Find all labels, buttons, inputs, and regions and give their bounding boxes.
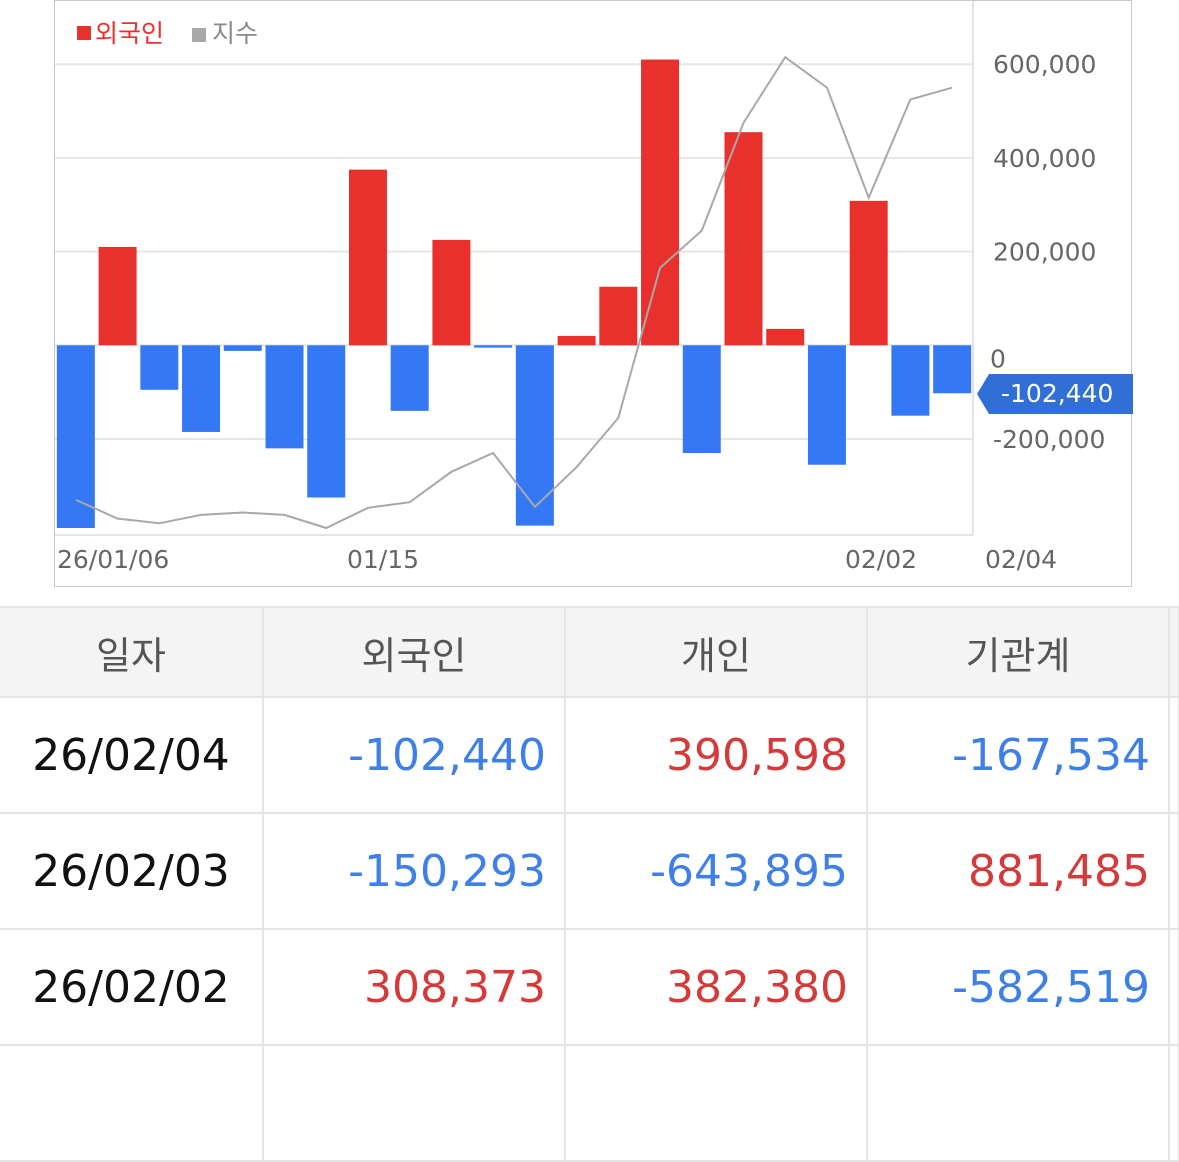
header-date[interactable]: 일자 (0, 606, 264, 698)
foreign-bar (98, 246, 137, 346)
table-row[interactable]: 26/02/03 -150,293 -643,895 881,485 (0, 812, 1179, 930)
table-row-partial (0, 1044, 1179, 1162)
row-date-empty (0, 1044, 264, 1162)
y-tick-label: 600,000 (993, 50, 1096, 79)
row-foreign: 308,373 (262, 928, 566, 1046)
last-value-label: -102,440 (1001, 379, 1113, 408)
foreign-bar (599, 286, 638, 346)
row-individual: 390,598 (564, 696, 868, 814)
chart-canvas: 600,000 400,000 200,000 0 -200,000 26/01/06 0… (55, 1, 1133, 574)
last-value-marker: -102,440 (977, 374, 1133, 414)
table-row[interactable]: 26/02/02 308,373 382,380 -582,519 (0, 928, 1179, 1046)
row-date: 26/02/04 (0, 696, 264, 814)
row-individual: -643,895 (564, 812, 868, 930)
row-date: 26/02/03 (0, 812, 264, 930)
header-institution[interactable]: 기관계 (866, 606, 1170, 698)
row-institution: -582,519 (866, 928, 1170, 1046)
foreign-bar (223, 345, 262, 351)
foreign-bar (682, 345, 721, 454)
x-axis-ticks: 26/01/06 01/15 02/02 02/04 (57, 545, 1057, 574)
table-row[interactable]: 26/02/04 -102,440 390,598 -167,534 (0, 696, 1179, 814)
row-institution: -167,534 (866, 696, 1170, 814)
header-foreign[interactable]: 외국인 (262, 606, 566, 698)
foreign-bar (641, 59, 680, 346)
row-overflow (1168, 812, 1179, 930)
row-foreign: -150,293 (262, 812, 566, 930)
foreign-bar (474, 345, 513, 348)
row-foreign-empty (262, 1044, 566, 1162)
y-tick-label: 400,000 (993, 144, 1096, 173)
index-line (75, 55, 953, 530)
row-institution-empty (866, 1044, 1170, 1162)
legend-index-swatch (192, 28, 206, 42)
investor-table: 일자 외국인 개인 기관계 26/02/04 -102,440 390,598 … (0, 606, 1179, 1162)
foreign-bar (724, 132, 763, 346)
foreign-bar (891, 345, 930, 416)
table-header-row: 일자 외국인 개인 기관계 (0, 606, 1179, 698)
row-date: 26/02/02 (0, 928, 264, 1046)
foreign-bar (807, 345, 846, 465)
row-institution: 881,485 (866, 812, 1170, 930)
legend-index-label: 지수 (212, 19, 258, 48)
header-overflow (1168, 606, 1179, 698)
y-tick-label: -200,000 (993, 425, 1105, 454)
index-polyline (75, 55, 953, 530)
row-individual-empty (564, 1044, 868, 1162)
foreign-bar (307, 345, 346, 498)
legend-foreign-swatch (77, 26, 91, 40)
row-individual: 382,380 (564, 928, 868, 1046)
last-value-tag (977, 374, 1133, 414)
x-tick-label: 02/04 (985, 545, 1057, 574)
y-tick-label: 200,000 (993, 238, 1096, 267)
x-tick-label: 01/15 (347, 545, 419, 574)
row-overflow-empty (1168, 1044, 1179, 1162)
foreign-bar (766, 328, 805, 346)
header-individual[interactable]: 개인 (564, 606, 868, 698)
foreign-bar (432, 239, 471, 346)
x-tick-label: 26/01/06 (57, 545, 169, 574)
foreign-bar (515, 345, 554, 526)
legend-foreign-label: 외국인 (95, 19, 164, 48)
row-foreign: -102,440 (262, 696, 566, 814)
foreign-bar (849, 200, 888, 346)
row-overflow (1168, 696, 1179, 814)
foreign-bar (140, 345, 179, 390)
foreign-bars (56, 59, 972, 528)
foreign-bar (557, 335, 596, 346)
foreign-bar (348, 169, 387, 346)
row-overflow (1168, 928, 1179, 1046)
y-tick-label: 0 (990, 344, 1006, 373)
foreign-bar (56, 345, 95, 528)
x-tick-label: 02/02 (845, 545, 917, 574)
y-axis-ticks: 600,000 400,000 200,000 0 -200,000 (990, 50, 1105, 454)
foreign-bar (933, 345, 972, 394)
foreign-bar (182, 345, 221, 432)
foreign-bar (265, 345, 304, 449)
foreign-bar (390, 345, 429, 411)
investor-chart: 600,000 400,000 200,000 0 -200,000 26/01/06 0… (54, 0, 1133, 587)
chart-legend: 외국인 지수 (77, 19, 258, 48)
